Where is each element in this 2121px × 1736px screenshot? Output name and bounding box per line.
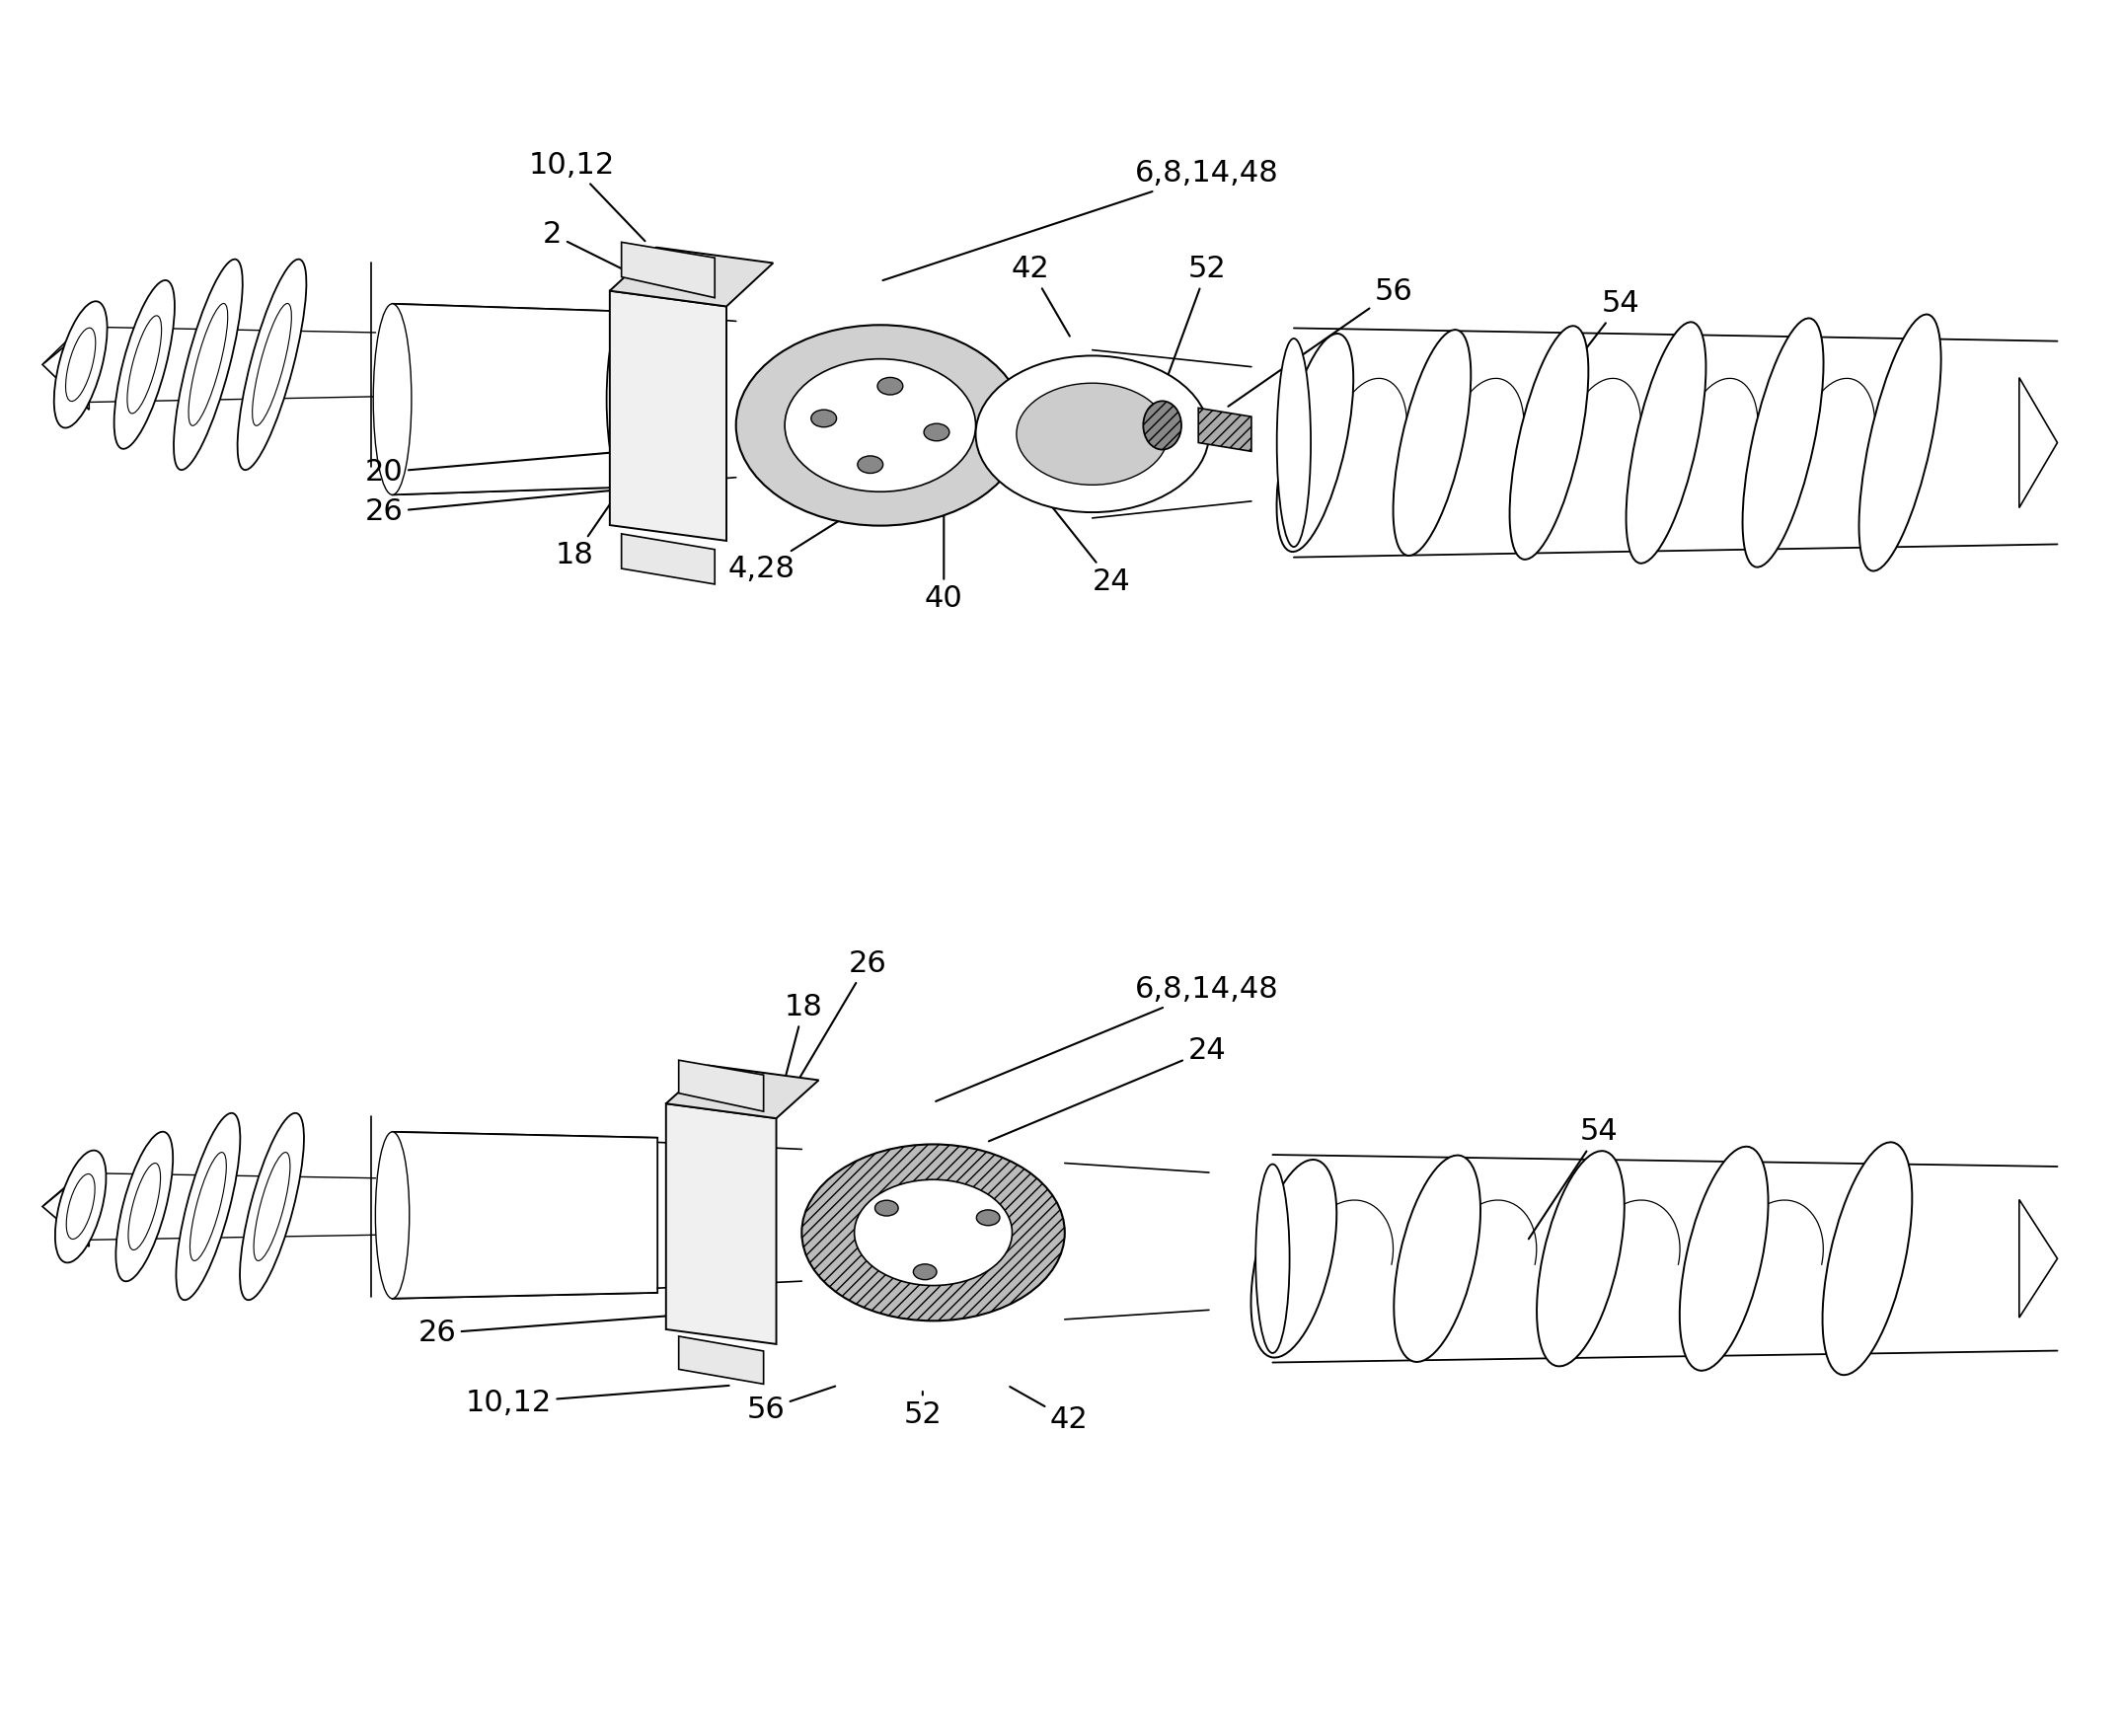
Ellipse shape [115,279,174,450]
Polygon shape [666,1066,819,1118]
Text: 2: 2 [543,220,655,285]
Text: 10,12: 10,12 [464,1385,730,1417]
Text: 6,8,14,48: 6,8,14,48 [935,976,1279,1101]
Polygon shape [666,1104,776,1344]
Ellipse shape [925,424,950,441]
Ellipse shape [810,410,836,427]
Polygon shape [2019,378,2057,507]
Ellipse shape [1277,339,1311,547]
Polygon shape [621,243,715,299]
Ellipse shape [55,1151,106,1262]
Ellipse shape [855,1179,1012,1286]
Text: 26: 26 [418,1316,666,1347]
Polygon shape [609,248,772,307]
Ellipse shape [127,316,161,413]
Ellipse shape [1256,1165,1290,1352]
Ellipse shape [176,1113,240,1300]
Text: 26: 26 [797,950,887,1083]
Text: 54: 54 [1529,290,1640,424]
Text: 24: 24 [1031,479,1130,595]
Polygon shape [392,1132,658,1299]
Polygon shape [679,1337,764,1384]
Ellipse shape [53,302,108,427]
Ellipse shape [876,1200,899,1215]
Ellipse shape [785,359,976,491]
Ellipse shape [189,304,227,425]
Text: 18: 18 [556,375,698,569]
Ellipse shape [1822,1142,1913,1375]
Polygon shape [42,319,89,410]
Ellipse shape [1393,330,1470,556]
Ellipse shape [1538,1151,1625,1366]
Polygon shape [621,535,715,585]
Text: 6,8,14,48: 6,8,14,48 [882,160,1279,281]
Ellipse shape [1251,1160,1336,1358]
Ellipse shape [1680,1146,1769,1371]
Ellipse shape [857,457,882,474]
Text: 24: 24 [988,1036,1226,1141]
Text: 42: 42 [1012,255,1069,337]
Ellipse shape [1743,318,1824,568]
Polygon shape [679,1061,764,1111]
Ellipse shape [736,325,1024,526]
Text: 20: 20 [365,451,624,486]
Ellipse shape [802,1144,1065,1321]
Ellipse shape [607,311,645,488]
Ellipse shape [66,1174,95,1240]
Ellipse shape [174,259,242,470]
Text: 4,28: 4,28 [728,496,878,583]
Text: 42: 42 [1010,1387,1088,1434]
Ellipse shape [66,328,95,401]
Ellipse shape [191,1153,227,1260]
Ellipse shape [1627,323,1705,562]
Text: 10,12: 10,12 [528,151,645,241]
Ellipse shape [914,1264,937,1279]
Text: 40: 40 [925,503,963,613]
Text: 18: 18 [774,993,823,1116]
Ellipse shape [127,1163,161,1250]
Text: 52: 52 [904,1392,942,1429]
Polygon shape [1198,408,1251,451]
Ellipse shape [1277,333,1353,552]
Ellipse shape [240,1113,303,1300]
Ellipse shape [976,356,1209,512]
Text: 56: 56 [747,1387,836,1424]
Ellipse shape [1858,314,1941,571]
Ellipse shape [1016,384,1169,484]
Polygon shape [392,304,626,495]
Ellipse shape [878,377,904,394]
Ellipse shape [1510,326,1589,559]
Ellipse shape [238,259,305,470]
Text: 56: 56 [1228,278,1413,406]
Ellipse shape [255,1153,291,1260]
Ellipse shape [373,304,411,495]
Polygon shape [2019,1200,2057,1318]
Ellipse shape [976,1210,999,1226]
Polygon shape [42,1167,89,1246]
Ellipse shape [1393,1154,1480,1363]
Text: 54: 54 [1529,1118,1618,1240]
Text: 52: 52 [1162,255,1226,389]
Ellipse shape [252,304,291,425]
Ellipse shape [1143,401,1181,450]
Polygon shape [609,290,725,542]
Ellipse shape [117,1132,174,1281]
Ellipse shape [375,1132,409,1299]
Text: 26: 26 [365,486,655,526]
